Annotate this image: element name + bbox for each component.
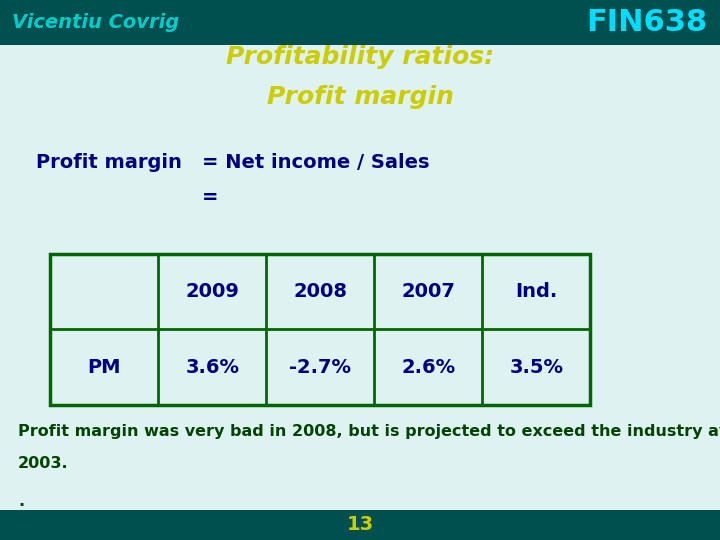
Text: 2007: 2007 [402,282,455,301]
Text: = Net income / Sales: = Net income / Sales [202,152,429,172]
Text: 2003.: 2003. [18,456,68,471]
Text: PM: PM [88,357,121,377]
Text: -2.7%: -2.7% [289,357,351,377]
Text: 3.5%: 3.5% [509,357,563,377]
Text: 2008: 2008 [294,282,347,301]
Text: 2009: 2009 [186,282,239,301]
Text: Profit margin was very bad in 2008, but is projected to exceed the industry aver: Profit margin was very bad in 2008, but … [18,424,720,439]
Text: =: = [202,187,218,207]
Text: .: . [18,494,24,509]
Text: Vicentiu Covrig: Vicentiu Covrig [12,13,179,32]
Text: 2.6%: 2.6% [401,357,456,377]
Text: 13: 13 [346,515,374,535]
Text: Profit margin: Profit margin [266,85,454,109]
Text: Profit margin: Profit margin [36,152,182,172]
Text: Profitability ratios:: Profitability ratios: [226,45,494,69]
Text: FIN638: FIN638 [587,8,708,37]
Text: Ind.: Ind. [516,282,557,301]
Text: 3.6%: 3.6% [185,357,239,377]
